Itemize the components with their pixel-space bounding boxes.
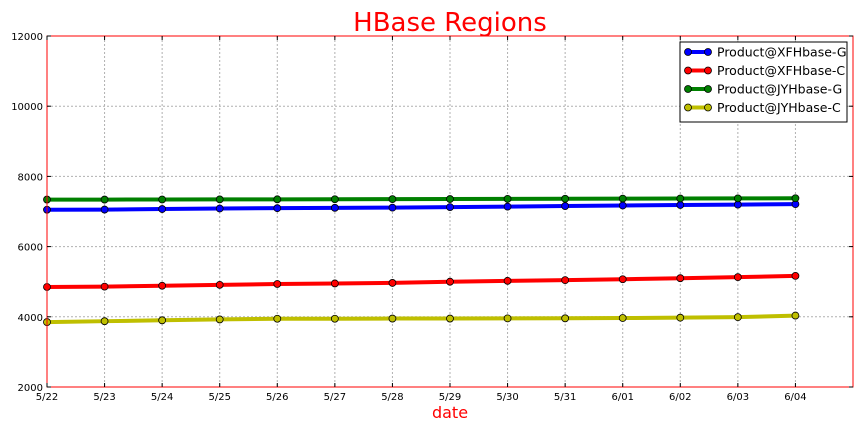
x-tick-label: 5/25 — [208, 392, 230, 403]
x-tick-label: 6/01 — [611, 392, 633, 403]
data-point — [791, 194, 800, 203]
data-point — [100, 205, 109, 214]
legend-swatch-marker — [684, 103, 692, 112]
legend-label: Product@JYHbase-G — [717, 82, 842, 97]
series-line — [46, 273, 796, 289]
data-point — [676, 274, 685, 283]
data-point — [215, 280, 224, 289]
data-point — [561, 194, 570, 203]
x-tick-label: 5/24 — [151, 392, 173, 403]
y-tick-label: 8000 — [18, 172, 43, 183]
data-point — [388, 203, 397, 212]
data-point — [446, 195, 454, 203]
data-point — [618, 275, 627, 284]
data-point — [158, 205, 167, 213]
data-point — [330, 314, 339, 323]
chart-title: HBase Regions — [353, 8, 547, 38]
y-tick-label: 4000 — [18, 313, 43, 324]
y-tick-label: 6000 — [18, 243, 43, 254]
legend-label: Product@JYHbase-C — [717, 100, 841, 115]
x-tick-label: 6/03 — [727, 392, 749, 403]
x-tick-label: 6/02 — [669, 392, 691, 403]
x-tick-label: 5/27 — [324, 392, 346, 403]
data-point — [158, 281, 167, 290]
y-tick-label: 10000 — [11, 102, 43, 113]
data-point — [330, 279, 339, 288]
data-point — [561, 202, 570, 210]
data-point — [158, 195, 167, 204]
data-point — [446, 277, 454, 286]
data-point — [388, 195, 397, 204]
data-point — [676, 194, 685, 203]
x-axis-label: date — [432, 403, 468, 422]
series-line — [46, 313, 796, 325]
legend-swatch-marker — [684, 85, 692, 93]
legend-swatch-marker — [704, 85, 712, 93]
data-point — [561, 314, 570, 323]
data-point — [676, 201, 685, 209]
data-point — [733, 194, 742, 203]
data-point — [273, 195, 282, 204]
x-tick-label: 6/04 — [784, 392, 806, 403]
data-point — [388, 279, 397, 287]
data-point — [388, 314, 397, 323]
x-tick-label: 5/31 — [554, 392, 576, 403]
data-point — [503, 194, 512, 203]
data-point — [100, 282, 109, 291]
data-point — [618, 201, 627, 210]
x-tick-label: 5/29 — [439, 392, 461, 403]
data-point — [676, 313, 685, 322]
x-tick-label: 5/30 — [496, 392, 518, 403]
data-point — [618, 314, 627, 322]
y-tick-label: 12000 — [11, 32, 43, 43]
series-lines — [43, 194, 800, 326]
data-point — [561, 276, 570, 285]
data-point — [503, 276, 512, 285]
x-tick-label: 5/26 — [266, 392, 288, 403]
data-point — [330, 203, 339, 212]
series-group — [43, 194, 800, 204]
legend-swatch-marker — [704, 66, 712, 75]
data-point — [100, 317, 109, 326]
series-group — [43, 311, 800, 326]
series-line — [47, 196, 796, 202]
series-line — [46, 202, 796, 212]
legend-swatch-marker — [684, 66, 692, 75]
series-group — [43, 272, 800, 291]
data-point — [791, 311, 800, 320]
legend-swatch-marker — [704, 103, 712, 112]
data-point — [215, 204, 224, 213]
data-point — [733, 273, 742, 282]
data-point — [733, 313, 742, 322]
data-point — [503, 202, 512, 211]
data-point — [215, 195, 224, 204]
data-point — [446, 314, 454, 323]
grid-lines — [46, 36, 853, 387]
data-point — [503, 314, 512, 323]
x-tick-label: 5/28 — [381, 392, 403, 403]
legend-swatch-marker — [684, 48, 692, 56]
x-tick-label: 5/22 — [36, 392, 58, 403]
data-point — [791, 272, 800, 280]
data-point — [100, 195, 109, 204]
data-point — [446, 203, 454, 212]
legend-label: Product@XFHbase-C — [717, 63, 845, 78]
data-point — [330, 195, 339, 204]
legend: Product@XFHbase-G Product@XFHbase-C Produc… — [679, 41, 848, 123]
series-group — [43, 200, 800, 214]
data-point — [618, 194, 627, 203]
legend-label: Product@XFHbase-G — [717, 45, 847, 60]
axis-ticks: 5/22 5/23 5/24 5/25 5/26 5/27 5/28 5/29 5/30 5/31… — [11, 32, 853, 403]
x-tick-label: 5/23 — [93, 392, 115, 403]
data-point — [273, 204, 282, 213]
data-point — [158, 316, 167, 325]
data-point — [215, 315, 224, 324]
data-point — [273, 280, 282, 288]
y-tick-label: 2000 — [18, 383, 43, 394]
legend-swatch-marker — [704, 48, 712, 56]
data-point — [273, 314, 282, 323]
